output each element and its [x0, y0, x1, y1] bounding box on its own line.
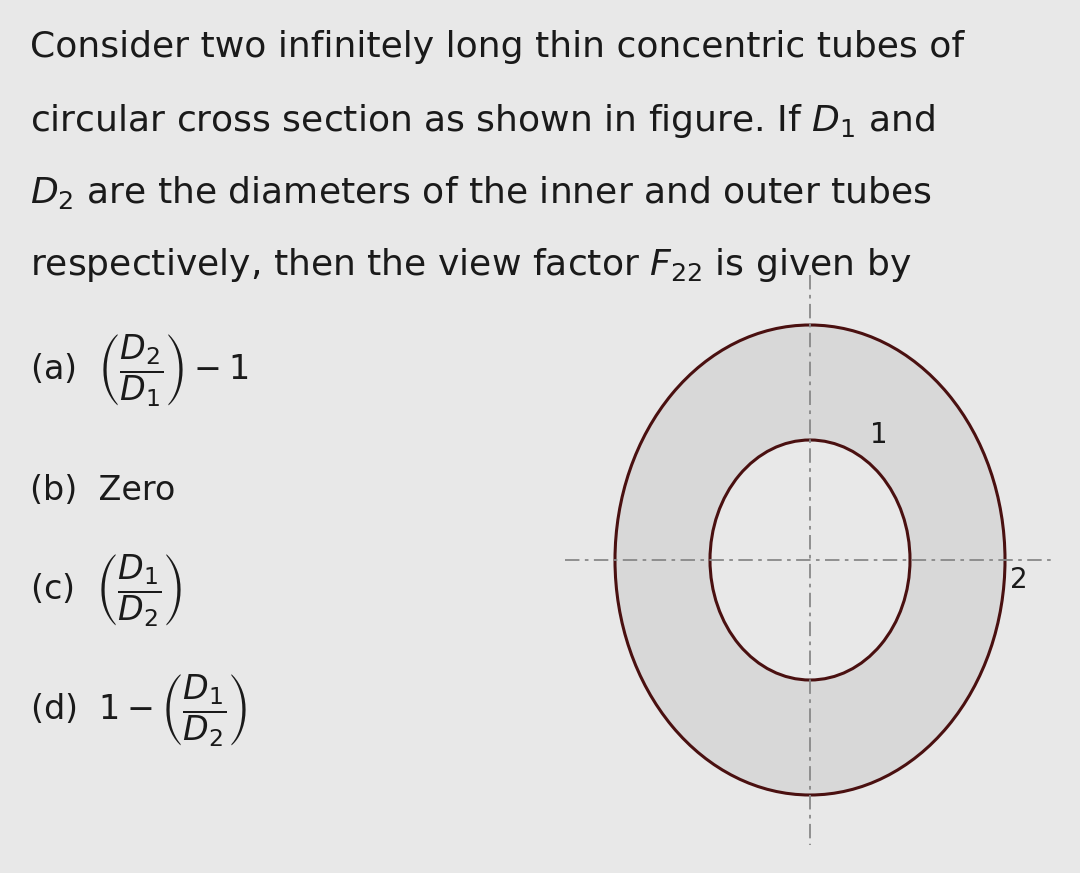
- Text: (c)  $\left(\dfrac{D_1}{D_2}\right)$: (c) $\left(\dfrac{D_1}{D_2}\right)$: [30, 552, 181, 628]
- Text: 2: 2: [1010, 566, 1028, 594]
- Text: respectively, then the view factor $F_{22}$ is given by: respectively, then the view factor $F_{2…: [30, 246, 912, 284]
- Ellipse shape: [710, 440, 910, 680]
- Text: (d)  $1 - \left(\dfrac{D_1}{D_2}\right)$: (d) $1 - \left(\dfrac{D_1}{D_2}\right)$: [30, 672, 247, 748]
- Text: (b)  Zero: (b) Zero: [30, 473, 175, 506]
- Ellipse shape: [615, 325, 1005, 795]
- Text: 1: 1: [870, 421, 888, 449]
- Text: (a)  $\left(\dfrac{D_2}{D_1}\right) - 1$: (a) $\left(\dfrac{D_2}{D_1}\right) - 1$: [30, 332, 248, 408]
- Text: Consider two infinitely long thin concentric tubes of: Consider two infinitely long thin concen…: [30, 30, 964, 64]
- Text: $D_2$ are the diameters of the inner and outer tubes: $D_2$ are the diameters of the inner and…: [30, 174, 932, 211]
- Text: circular cross section as shown in figure. If $D_1$ and: circular cross section as shown in figur…: [30, 102, 934, 140]
